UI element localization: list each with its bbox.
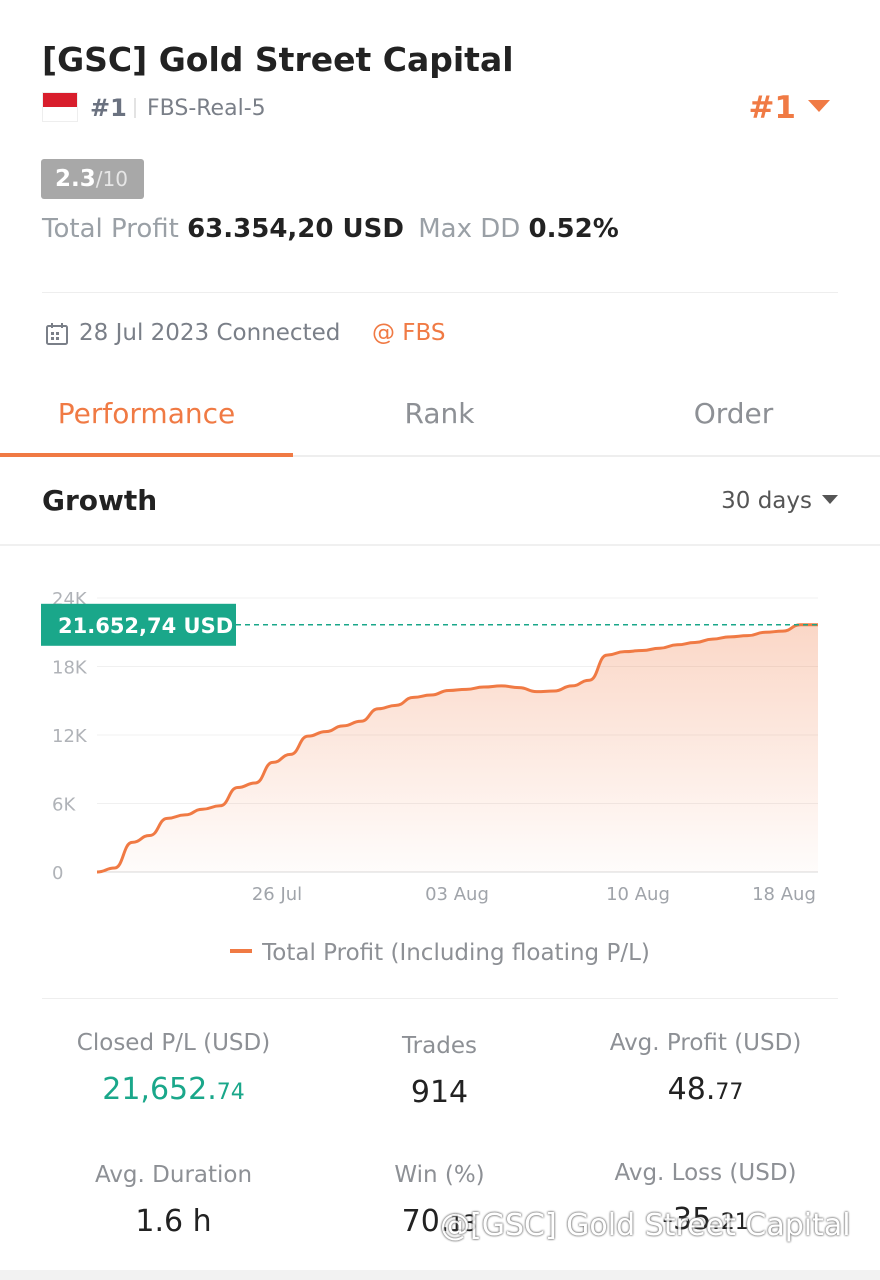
stat-closed-pl: Closed P/L (USD) 21,652.74: [27, 1030, 320, 1107]
x-tick-label: 03 Aug: [425, 884, 489, 905]
account-header: [GSC] Gold Street Capital #1 FBS-Real-5 …: [0, 0, 880, 380]
tab-order-label: Order: [693, 397, 774, 430]
stat-avg-duration: Avg. Duration 1.6 h: [27, 1162, 320, 1239]
stat-value: 21,652.74: [102, 1072, 245, 1107]
stat-label: Trades: [402, 1033, 477, 1059]
range-label: 30 days: [721, 488, 812, 514]
range-selector[interactable]: 30 days: [721, 488, 838, 514]
rank-label: #1: [90, 94, 127, 122]
total-profit-label: Total Profit: [42, 214, 179, 244]
active-tab-indicator: [0, 453, 293, 457]
stat-value: 914: [410, 1075, 469, 1110]
y-tick-label: 18K: [52, 658, 88, 679]
profit-summary: Total Profit 63.354,20 USD Max DD 0.52%: [42, 214, 619, 244]
indonesia-flag-icon: [42, 92, 78, 122]
calendar-icon: [46, 323, 68, 345]
server-name: FBS-Real-5: [147, 96, 266, 121]
current-value-label: 21.652,74 USD: [58, 614, 233, 638]
profit-line: [96, 623, 818, 874]
chart-legend: Total Profit (Including floating P/L): [0, 940, 880, 966]
legend-swatch: [230, 948, 253, 953]
legend-label: Total Profit (Including floating P/L): [262, 940, 650, 966]
growth-header: Growth 30 days: [0, 458, 880, 546]
score-badge: 2.3/10: [41, 159, 144, 199]
tab-performance-label: Performance: [57, 397, 236, 430]
tab-rank-label: Rank: [404, 397, 475, 430]
current-value-badge: [41, 603, 236, 646]
stat-value: -35.21: [662, 1202, 749, 1237]
stat-label: Avg. Loss (USD): [614, 1160, 797, 1186]
caret-down-icon: [822, 495, 838, 504]
x-tick-label: 26 Jul: [252, 884, 302, 905]
total-profit-value: 63.354,20 USD: [187, 214, 404, 244]
account-title: [GSC] Gold Street Capital: [42, 40, 514, 79]
watermark: @[GSC] Gold Street Capital: [440, 1208, 851, 1243]
stat-trades: Trades 914: [293, 1033, 586, 1110]
profit-area: [97, 624, 818, 872]
stat-value: 48.77: [667, 1072, 744, 1107]
stat-label: Avg. Profit (USD): [609, 1030, 802, 1056]
x-tick-label: 18 Aug: [752, 884, 816, 905]
connected-date: 28 Jul 2023 Connected: [79, 320, 341, 346]
rank-selector[interactable]: #1: [748, 90, 830, 126]
stat-label: Avg. Duration: [94, 1162, 253, 1188]
stat-value: 70.13: [401, 1204, 478, 1239]
tab-rank[interactable]: Rank: [293, 380, 586, 455]
y-tick-label: 12K: [52, 726, 88, 747]
divider: [42, 998, 838, 999]
bottom-bar: [0, 1270, 880, 1280]
stat-label: Closed P/L (USD): [76, 1030, 271, 1056]
stat-win-rate: Win (%) 70.13: [293, 1162, 586, 1239]
y-tick-label: 0: [52, 863, 63, 884]
growth-title: Growth: [42, 484, 158, 517]
stat-avg-loss: Avg. Loss (USD) -35.21: [559, 1160, 852, 1237]
y-tick-label: 6K: [52, 795, 76, 816]
stat-avg-profit: Avg. Profit (USD) 48.77: [559, 1030, 852, 1107]
broker-link[interactable]: @ FBS: [372, 320, 446, 346]
divider: [134, 98, 136, 118]
rank-big-label: #1: [748, 90, 796, 126]
stat-label: Win (%): [394, 1162, 485, 1188]
stat-value: 1.6 h: [135, 1204, 212, 1239]
max-dd-label: Max DD: [418, 214, 521, 244]
caret-down-icon: [808, 99, 830, 112]
tab-bar: Performance Rank Order: [0, 380, 880, 457]
tab-order[interactable]: Order: [587, 380, 880, 455]
tab-performance[interactable]: Performance: [0, 380, 293, 457]
score-value: 2.3: [55, 166, 96, 192]
divider: [42, 292, 838, 293]
x-tick-label: 10 Aug: [606, 884, 670, 905]
max-dd-value: 0.52%: [528, 214, 619, 244]
score-denominator: /10: [95, 167, 128, 191]
